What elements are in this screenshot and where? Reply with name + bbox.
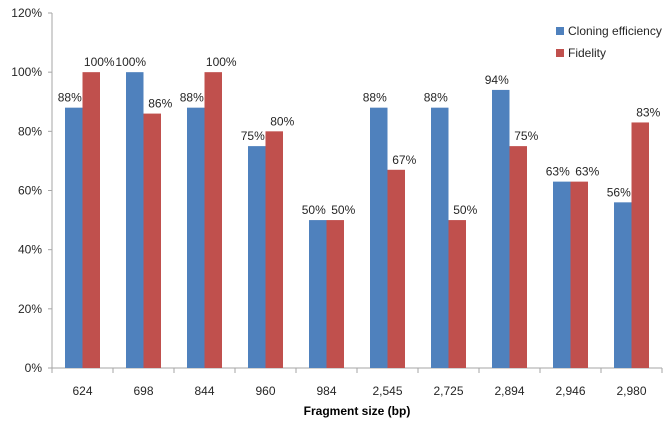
- x-tick-label: 624: [72, 384, 92, 398]
- data-label: 80%: [270, 114, 294, 128]
- bar: [448, 220, 466, 368]
- data-label: 100%: [206, 55, 237, 69]
- data-label: 88%: [363, 91, 387, 105]
- bar: [65, 107, 83, 369]
- y-axis: 0% 20% 40% 60% 80% 100% 120%: [11, 6, 53, 375]
- bars: [65, 72, 649, 369]
- x-tick-label: 698: [133, 384, 153, 398]
- y-tick-label: 120%: [11, 6, 42, 20]
- x-tick-label: 2,545: [372, 384, 402, 398]
- x-tick-label: 984: [316, 384, 336, 398]
- legend-label: Cloning efficiency: [568, 24, 662, 38]
- data-label: 88%: [58, 91, 82, 105]
- bar: [143, 113, 161, 368]
- data-label: 75%: [514, 129, 538, 143]
- bar: [492, 89, 510, 369]
- data-label: 100%: [84, 55, 115, 69]
- data-label: 50%: [453, 203, 477, 217]
- data-label: 86%: [148, 97, 172, 111]
- legend-swatch-icon: [556, 49, 564, 57]
- bar: [204, 72, 222, 369]
- x-tick-label: 960: [255, 384, 275, 398]
- legend-swatch-icon: [556, 27, 564, 35]
- x-tick-label: 2,946: [555, 384, 585, 398]
- bar: [309, 220, 327, 368]
- x-tick-label: 2,725: [433, 384, 463, 398]
- legend: Cloning efficiency Fidelity: [556, 20, 662, 64]
- data-label: 56%: [607, 185, 631, 199]
- bar: [509, 146, 527, 368]
- bar: [126, 72, 144, 369]
- x-tick-label: 844: [194, 384, 214, 398]
- bar: [631, 122, 649, 368]
- data-label: 67%: [392, 153, 416, 167]
- bar: [326, 220, 344, 368]
- y-tick-label: 20%: [18, 302, 42, 316]
- bar: [82, 72, 100, 369]
- data-label: 94%: [485, 73, 509, 87]
- bar: [370, 107, 388, 369]
- x-tick-label: 2,894: [494, 384, 524, 398]
- x-tick-label: 2,980: [616, 384, 646, 398]
- x-axis-title: Fragment size (bp): [304, 404, 411, 418]
- bar: [387, 169, 405, 368]
- data-label: 100%: [115, 55, 146, 69]
- data-labels: 88%100% 100%86% 88%100%75%80%50% 50%88%67%8…: [58, 55, 661, 217]
- legend-item-fidelity: Fidelity: [556, 42, 662, 64]
- data-label: 50%: [302, 203, 326, 217]
- data-label: 88%: [424, 91, 448, 105]
- data-label: 88%: [180, 91, 204, 105]
- legend-label: Fidelity: [568, 46, 607, 60]
- y-tick-label: 0%: [25, 361, 43, 375]
- bar: [614, 202, 632, 368]
- data-label: 63%: [546, 165, 570, 179]
- bar: [570, 181, 588, 368]
- bar: [431, 107, 449, 369]
- y-tick-label: 100%: [11, 65, 42, 79]
- data-label: 83%: [636, 105, 660, 119]
- data-label: 63%: [575, 165, 599, 179]
- bar: [187, 107, 205, 369]
- legend-item-cloning-efficiency: Cloning efficiency: [556, 20, 662, 42]
- bar: [553, 181, 571, 368]
- y-tick-label: 80%: [18, 124, 42, 138]
- y-tick-label: 40%: [18, 243, 42, 257]
- bar: [265, 131, 283, 368]
- data-label: 75%: [241, 129, 265, 143]
- data-label: 50%: [331, 203, 355, 217]
- bar: [248, 146, 266, 368]
- y-tick-label: 60%: [18, 184, 42, 198]
- x-axis: 624 698 844 960 984 2,545 2,725 2,894 2,946 2,980: [51, 367, 663, 398]
